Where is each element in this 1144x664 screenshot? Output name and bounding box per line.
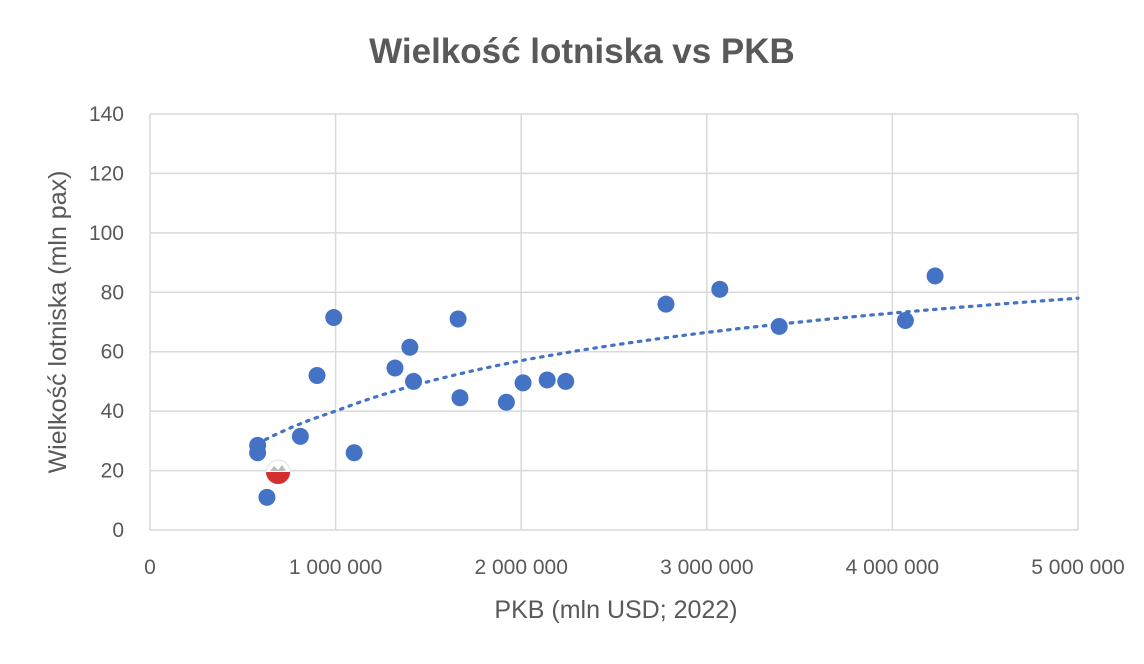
data-point (896, 312, 914, 330)
data-point (291, 427, 309, 445)
y-tick-label: 80 (101, 281, 124, 304)
data-point (405, 372, 423, 390)
trendline (256, 296, 1080, 446)
highlight-point-emblem (270, 465, 287, 472)
y-axis-title: Wielkość lotniska (mln pax) (44, 171, 72, 474)
data-point (258, 488, 276, 506)
data-point (926, 267, 944, 285)
data-point (449, 310, 467, 328)
data-point (451, 389, 469, 407)
y-tick-label: 100 (89, 222, 124, 245)
y-tick-label: 60 (101, 341, 124, 364)
data-point (401, 338, 419, 356)
y-tick-label: 20 (101, 460, 124, 483)
data-point (325, 309, 343, 327)
y-tick-label: 120 (89, 162, 124, 185)
x-axis-title: PKB (mln USD; 2022) (494, 596, 737, 624)
data-points (249, 267, 944, 506)
y-tick-label: 0 (112, 519, 124, 542)
y-tick-label: 140 (89, 103, 124, 126)
x-tick-label: 3 000 000 (660, 556, 753, 579)
gridlines (149, 113, 1079, 531)
data-point (386, 359, 404, 377)
x-tick-label: 5 000 000 (1031, 556, 1124, 579)
data-point (538, 371, 556, 389)
data-point (308, 366, 326, 384)
y-axis-tick-labels: 0 20 40 60 80 100 120 140 (89, 103, 124, 542)
data-point (497, 393, 515, 411)
data-point (557, 372, 575, 390)
data-point (514, 374, 532, 392)
highlight-point-lower (266, 472, 291, 485)
data-point (770, 317, 788, 335)
x-tick-label: 1 000 000 (289, 556, 382, 579)
x-axis-tick-labels: 0 1 000 000 2 000 000 3 000 000 4 000 000 5 0… (144, 556, 1125, 579)
data-point (345, 444, 363, 462)
data-point (249, 444, 267, 462)
x-tick-label: 2 000 000 (474, 556, 567, 579)
data-point (711, 280, 729, 298)
y-tick-label: 40 (101, 400, 124, 423)
x-tick-label: 0 (144, 556, 156, 579)
chart-title: Wielkość lotniska vs PKB (369, 32, 795, 71)
data-point (657, 295, 675, 313)
highlight-marker (265, 459, 291, 485)
x-tick-label: 4 000 000 (846, 556, 939, 579)
